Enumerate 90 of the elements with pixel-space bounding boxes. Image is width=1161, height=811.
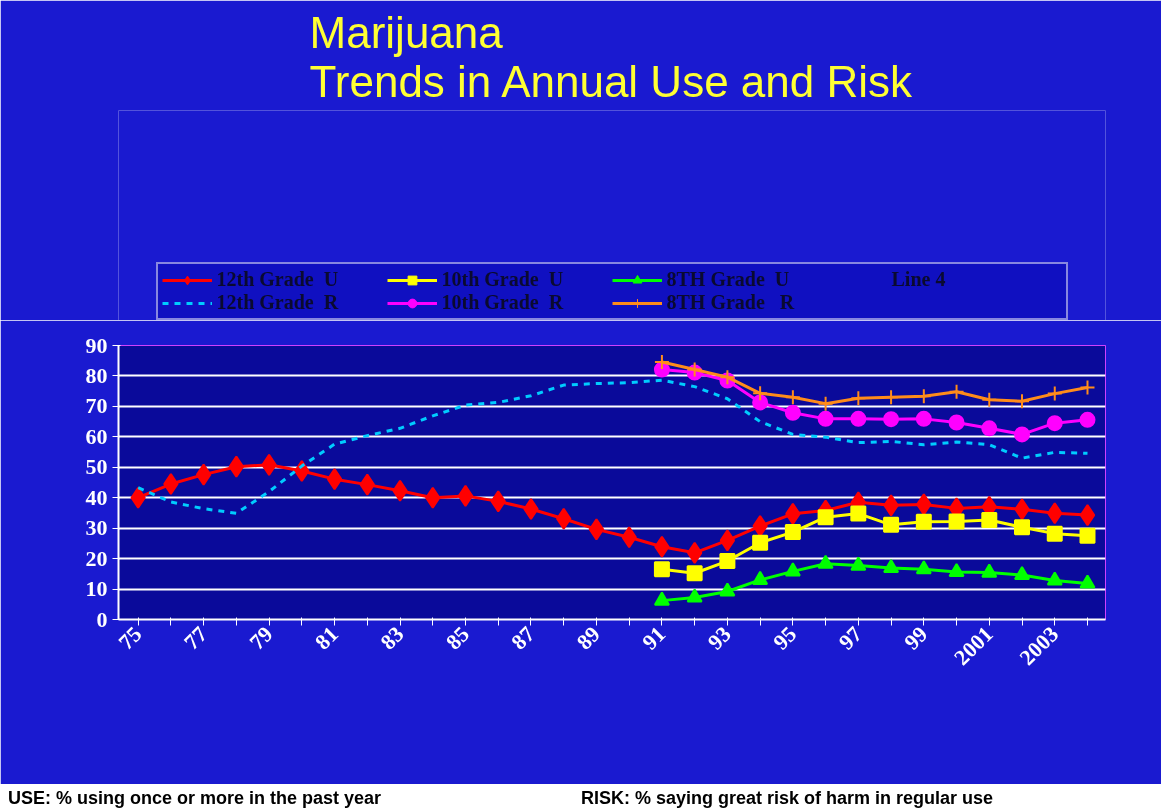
x-tick-label: 99 bbox=[899, 621, 933, 655]
point bbox=[817, 554, 834, 569]
point bbox=[915, 513, 932, 530]
point bbox=[817, 395, 834, 412]
text: RISK: % saying great risk of harm in regular use bbox=[581, 787, 994, 810]
point bbox=[850, 390, 867, 407]
point bbox=[981, 511, 998, 528]
point bbox=[1079, 411, 1096, 428]
x-tick-label: 93 bbox=[702, 621, 736, 655]
point bbox=[719, 553, 736, 570]
point bbox=[784, 524, 801, 541]
legend-label: 10th Grade U bbox=[441, 268, 565, 291]
y-tick-label: 0 bbox=[96, 606, 108, 632]
point bbox=[1014, 426, 1031, 443]
point bbox=[850, 410, 867, 427]
legend-label: 8TH Grade R bbox=[666, 291, 796, 314]
point bbox=[817, 509, 834, 526]
chart-title: Marijuana Trends in Annual Use and Risk bbox=[309, 7, 914, 106]
point bbox=[981, 420, 998, 437]
point bbox=[1014, 393, 1031, 410]
point bbox=[1079, 574, 1096, 589]
legend-label: 10th Grade R bbox=[441, 291, 565, 314]
point bbox=[1079, 379, 1096, 396]
point bbox=[883, 516, 900, 533]
point bbox=[686, 565, 703, 582]
point bbox=[850, 556, 867, 571]
point bbox=[457, 484, 474, 507]
y-tick-label: 80 bbox=[85, 362, 108, 388]
x-tick-label: 87 bbox=[506, 621, 540, 655]
point bbox=[1014, 519, 1031, 536]
x-tick-label: 89 bbox=[571, 621, 605, 655]
x-tick-label: 75 bbox=[113, 621, 147, 655]
y-tick-label: 60 bbox=[85, 423, 108, 449]
point bbox=[719, 529, 736, 552]
point bbox=[1014, 565, 1031, 581]
point bbox=[948, 383, 965, 400]
x-tick-label: 77 bbox=[178, 621, 213, 655]
point bbox=[817, 410, 834, 427]
point bbox=[653, 591, 670, 606]
point bbox=[1046, 525, 1063, 542]
point bbox=[1046, 385, 1063, 402]
point bbox=[686, 541, 703, 564]
y-tick-label: 50 bbox=[85, 454, 108, 480]
point bbox=[195, 463, 212, 486]
y-tick-label: 10 bbox=[85, 576, 108, 602]
point bbox=[784, 389, 801, 406]
text: Line 4 bbox=[891, 268, 947, 291]
x-tick-label: 79 bbox=[244, 621, 278, 655]
y-tick-label: 20 bbox=[85, 545, 108, 571]
point bbox=[752, 385, 769, 402]
y-tick-label: 40 bbox=[85, 484, 108, 510]
x-tick-label: 91 bbox=[637, 621, 671, 655]
point bbox=[915, 560, 932, 575]
point bbox=[1046, 415, 1063, 432]
point bbox=[228, 455, 245, 478]
point bbox=[948, 414, 965, 431]
legend-label: 8TH Grade U bbox=[666, 268, 791, 291]
legend-label: 12th Grade R bbox=[216, 291, 340, 314]
point bbox=[948, 562, 965, 578]
x-tick-label: 81 bbox=[309, 621, 344, 655]
point bbox=[883, 558, 900, 574]
point bbox=[326, 468, 343, 491]
y-tick-label: 70 bbox=[85, 393, 108, 419]
point bbox=[1046, 571, 1063, 586]
point bbox=[686, 588, 703, 603]
point bbox=[1079, 504, 1096, 527]
point bbox=[948, 513, 965, 530]
x-tick-label: 95 bbox=[768, 621, 802, 655]
legend-label: 12th Grade U bbox=[216, 268, 340, 291]
point bbox=[850, 505, 867, 522]
y-tick-label: 90 bbox=[85, 332, 108, 358]
text: USE: % using once or more in the past year bbox=[8, 787, 382, 810]
point bbox=[588, 518, 605, 541]
point bbox=[981, 391, 998, 408]
point bbox=[752, 534, 769, 551]
point bbox=[981, 563, 998, 578]
point bbox=[653, 561, 670, 578]
point bbox=[1079, 527, 1096, 544]
x-tick-label: 85 bbox=[440, 621, 474, 655]
point bbox=[653, 353, 670, 370]
x-tick-label: 97 bbox=[833, 621, 867, 655]
x-tick-label: 83 bbox=[375, 621, 409, 655]
y-tick-label: 30 bbox=[85, 515, 108, 541]
point bbox=[752, 570, 769, 585]
point bbox=[719, 582, 736, 597]
point bbox=[883, 411, 900, 428]
point bbox=[752, 394, 769, 411]
point bbox=[784, 562, 801, 577]
point bbox=[784, 404, 801, 421]
point bbox=[915, 410, 932, 427]
